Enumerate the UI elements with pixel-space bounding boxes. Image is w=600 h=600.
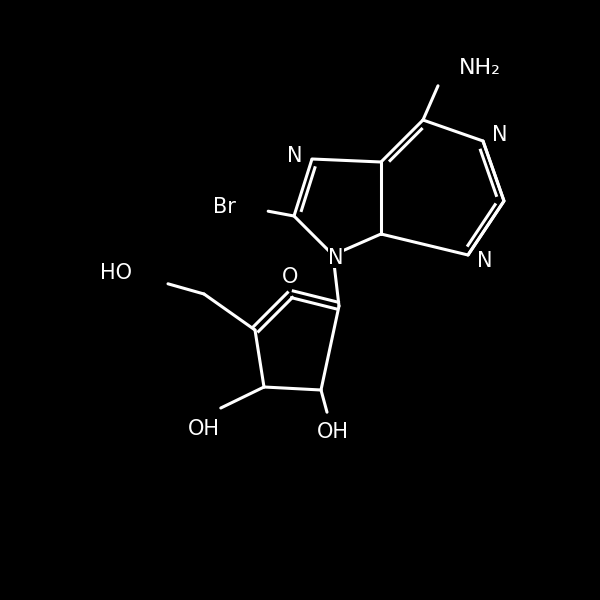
Text: HO: HO bbox=[100, 263, 132, 283]
Text: N: N bbox=[492, 125, 508, 145]
Text: NH₂: NH₂ bbox=[459, 58, 501, 78]
Text: OH: OH bbox=[188, 419, 220, 439]
Text: N: N bbox=[328, 248, 344, 268]
Text: N: N bbox=[477, 251, 493, 271]
Text: O: O bbox=[281, 267, 298, 287]
Text: N: N bbox=[287, 146, 303, 166]
Text: OH: OH bbox=[317, 422, 349, 442]
Text: Br: Br bbox=[213, 197, 236, 217]
